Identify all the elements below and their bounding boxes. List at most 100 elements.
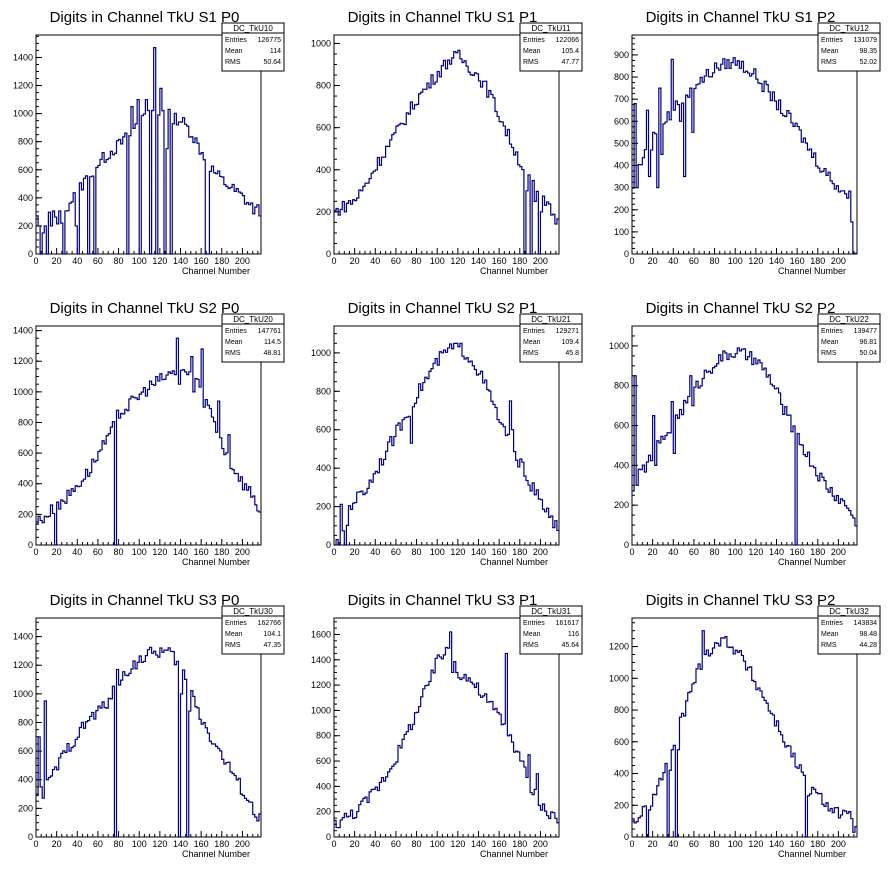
x-tick-label: 100: [132, 256, 147, 266]
x-tick-label: 140: [769, 256, 784, 266]
y-tick-label: 400: [316, 463, 331, 473]
stats-value: 122066: [556, 37, 579, 44]
x-axis-label: Channel Number: [182, 557, 250, 567]
y-tick-label: 800: [316, 81, 331, 91]
stats-value: 98.48: [859, 631, 877, 638]
y-tick-label: 800: [18, 717, 33, 727]
plot-frame: [35, 34, 262, 255]
x-tick-label: 0: [331, 547, 336, 557]
stats-label: RMS: [225, 59, 241, 66]
y-origin-label: 0: [624, 249, 629, 259]
stats-value: 48.81: [263, 350, 281, 357]
x-tick-label: 180: [810, 256, 825, 266]
stats-label: Entries: [523, 328, 545, 335]
plot-frame: [35, 617, 262, 838]
chart-title: Digits in Channel TkU S1 P2: [646, 9, 836, 26]
y-tick-label: 1000: [311, 38, 331, 48]
histogram-panel: Digits in Channel TkU S2 P0 0 20 40 60 80 100 1…: [13, 300, 285, 567]
x-tick-label: 200: [235, 547, 250, 557]
stats-value: 114: [270, 48, 281, 55]
stats-label: Entries: [821, 37, 843, 44]
chart-title: Digits in Channel TkU S3 P2: [646, 592, 836, 609]
stats-label: Mean: [225, 48, 243, 55]
x-tick-label: 60: [689, 256, 699, 266]
y-tick-label: 400: [18, 193, 33, 203]
stats-value: 50.64: [263, 59, 281, 66]
y-tick-label: 1600: [311, 629, 331, 639]
x-tick-label: 40: [370, 256, 380, 266]
y-tick-label: 700: [614, 94, 629, 104]
y-tick-label: 1200: [13, 356, 33, 366]
stats-name: DC_TkU22: [829, 315, 869, 324]
x-tick-label: 200: [533, 839, 548, 849]
y-tick-label: 1400: [13, 326, 33, 336]
y-tick-label: 1000: [609, 341, 629, 351]
histogram-panel: Digits in Channel TkU S1 P1 0 20 40 60 80 100 1…: [311, 9, 583, 276]
x-tick-label: 100: [132, 547, 147, 557]
x-tick-label: 120: [152, 256, 167, 266]
x-tick-label: 0: [33, 839, 38, 849]
x-tick-label: 180: [214, 839, 229, 849]
x-tick-label: 120: [450, 547, 465, 557]
stats-value: 98.35: [859, 48, 877, 55]
x-tick-label: 100: [132, 839, 147, 849]
y-tick-label: 1200: [609, 642, 629, 652]
y-tick-label: 600: [18, 448, 33, 458]
chart-title: Digits in Channel TkU S3 P1: [348, 592, 538, 609]
histogram-line: [36, 337, 261, 546]
stats-name: DC_TkU31: [531, 607, 571, 616]
chart-title: Digits in Channel TkU S2 P0: [50, 300, 240, 317]
x-tick-label: 140: [471, 256, 486, 266]
x-tick-label: 20: [648, 256, 658, 266]
chart-title: Digits in Channel TkU S2 P2: [646, 300, 836, 317]
plot-frame: [333, 34, 560, 255]
y-tick-label: 1000: [13, 689, 33, 699]
x-tick-label: 0: [331, 256, 336, 266]
y-tick-label: 400: [18, 775, 33, 785]
x-tick-label: 100: [430, 256, 445, 266]
x-tick-label: 40: [668, 547, 678, 557]
x-tick-label: 180: [214, 547, 229, 557]
stats-box: [817, 22, 881, 72]
y-tick-label: 200: [18, 221, 33, 231]
stats-label: RMS: [523, 642, 539, 649]
x-tick-label: 40: [370, 839, 380, 849]
x-tick-label: 0: [629, 839, 634, 849]
x-tick-label: 100: [728, 839, 743, 849]
stats-label: Mean: [523, 339, 541, 346]
x-tick-label: 180: [214, 256, 229, 266]
x-tick-label: 20: [350, 547, 360, 557]
stats-box: [817, 605, 881, 655]
x-tick-label: 160: [194, 547, 209, 557]
x-tick-label: 160: [194, 839, 209, 849]
y-tick-label: 800: [18, 417, 33, 427]
y-tick-label: 1000: [311, 705, 331, 715]
x-tick-label: 140: [471, 839, 486, 849]
chart-title: Digits in Channel TkU S1 P0: [50, 9, 240, 26]
stats-box: [817, 313, 881, 363]
stats-label: RMS: [821, 59, 837, 66]
stats-value: 104.1: [263, 631, 281, 638]
stats-box: [221, 22, 285, 72]
y-origin-label: 0: [624, 540, 629, 550]
x-tick-label: 20: [350, 256, 360, 266]
histogram-panel: Digits in Channel TkU S3 P2 0 20 40 60 80 100 1…: [609, 592, 881, 859]
x-tick-label: 60: [93, 256, 103, 266]
stats-value: 44.28: [859, 642, 877, 649]
x-tick-label: 0: [33, 256, 38, 266]
histogram-line: [632, 630, 857, 838]
y-tick-label: 600: [614, 421, 629, 431]
x-axis-label: Channel Number: [480, 557, 548, 567]
histogram-panel: Digits in Channel TkU S1 P0 0 20 40 60 80 100 1…: [13, 9, 285, 276]
x-tick-label: 0: [629, 547, 634, 557]
stats-value: 161617: [556, 620, 579, 627]
histogram-line: [334, 342, 559, 546]
stats-label: Entries: [523, 37, 545, 44]
stats-name: DC_TkU20: [233, 315, 273, 324]
x-tick-label: 120: [748, 547, 763, 557]
x-tick-label: 160: [790, 839, 805, 849]
x-tick-label: 120: [450, 839, 465, 849]
x-tick-label: 60: [391, 256, 401, 266]
